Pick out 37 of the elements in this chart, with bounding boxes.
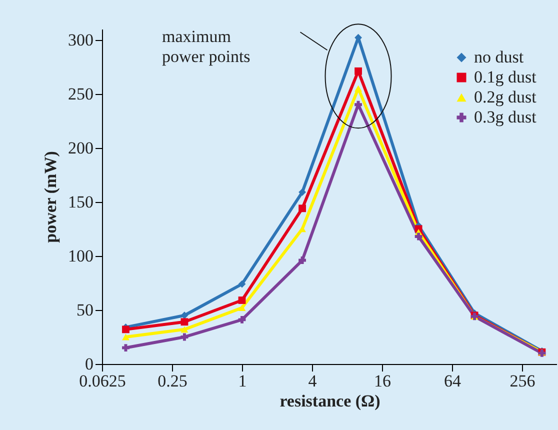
point [414, 232, 422, 240]
point [180, 312, 188, 320]
x-tick-label: 64 [444, 372, 462, 390]
point [298, 256, 306, 264]
point [298, 188, 306, 196]
y-tick-label: 300 [68, 30, 94, 50]
point [180, 333, 188, 341]
y-tick-label: 0 [85, 354, 94, 374]
legend-label: no dust [474, 48, 524, 66]
point [298, 226, 306, 232]
x-tick-label: 1 [238, 372, 247, 390]
legend-label: 0.1g dust [474, 68, 537, 86]
point [238, 296, 246, 304]
x-tick-label: 0.0625 [79, 372, 126, 390]
x-axis-title: resistance (Ω) [280, 392, 380, 410]
y-axis-title: power (mW) [41, 151, 60, 243]
point [180, 326, 188, 333]
y-tick-label: 50 [76, 300, 94, 320]
x-tick-label: 0.25 [158, 372, 188, 390]
point [238, 304, 246, 312]
y-tick-label: 200 [68, 138, 94, 158]
point [238, 316, 246, 324]
point [122, 344, 130, 352]
point [122, 334, 130, 340]
x-tick-label: 16 [374, 372, 391, 390]
y-tick-label: 150 [68, 192, 94, 212]
legend-label: 0.3g dust [474, 108, 537, 126]
x-tick-label: 4 [308, 372, 318, 390]
y-tick-label: 250 [68, 84, 94, 104]
annotation: maximum power points [162, 27, 250, 66]
legend-label: 0.2g dust [474, 88, 537, 106]
y-tick-label: 100 [68, 246, 94, 266]
point [238, 280, 246, 288]
point [180, 318, 188, 326]
x-tick-label: 256 [510, 372, 536, 390]
point [122, 326, 130, 334]
point [298, 204, 306, 212]
